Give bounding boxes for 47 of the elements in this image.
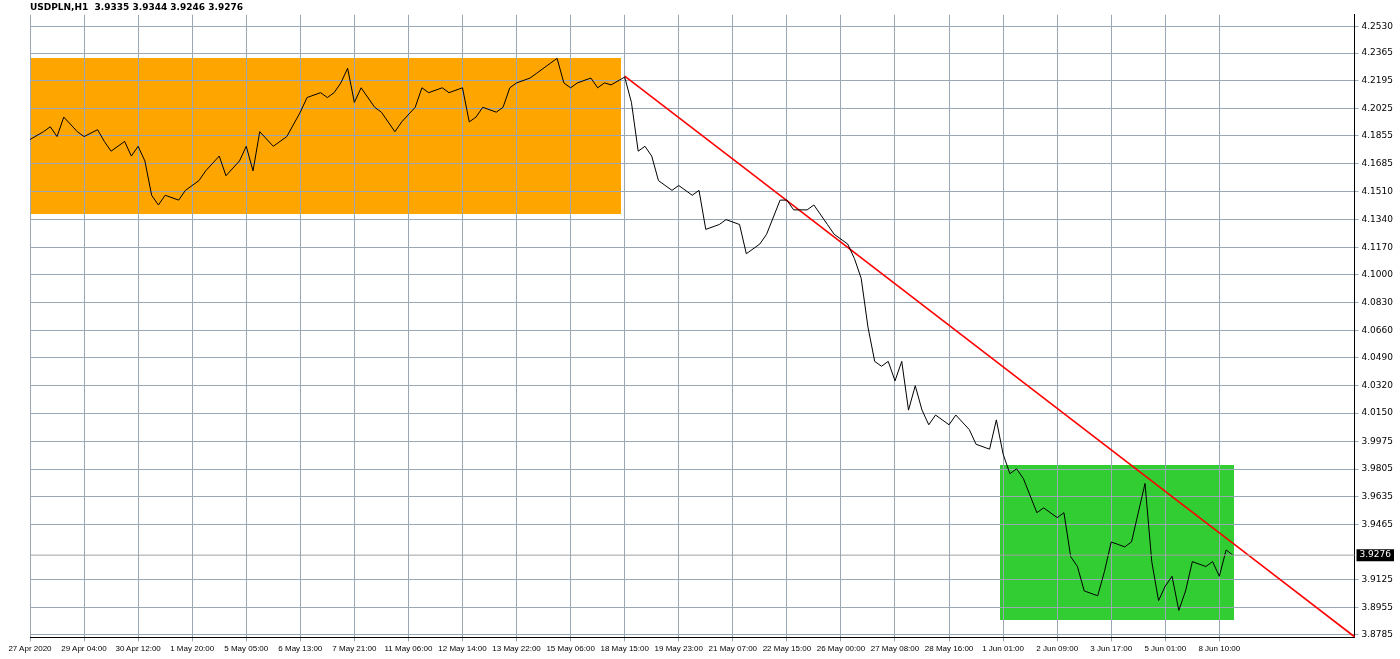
y-tick-label: 3.9805	[1361, 463, 1394, 474]
x-tick-label: 13 May 22:00	[492, 644, 542, 654]
y-tick-label: 4.0150	[1361, 407, 1394, 418]
x-tick-label: 22 May 15:00	[762, 644, 812, 654]
y-tick-label: 4.0660	[1361, 324, 1394, 335]
x-tick-label: 2 Jun 09:00	[1036, 644, 1079, 654]
y-tick-label: 4.2530	[1361, 20, 1394, 31]
x-tick-label: 27 Apr 2020	[8, 644, 53, 654]
y-tick-label: 4.1855	[1361, 130, 1394, 141]
y-tick-label: 4.2025	[1361, 102, 1394, 113]
x-tick-label: 27 May 08:00	[870, 644, 920, 654]
y-tick-label: 4.1340	[1361, 213, 1394, 224]
y-tick-label: 4.2195	[1361, 74, 1394, 85]
y-tick-label: 4.0320	[1361, 379, 1394, 390]
y-tick-label: 3.9465	[1361, 518, 1394, 529]
x-tick-label: 11 May 06:00	[384, 644, 433, 654]
ref-line-label: 3.9276	[1359, 549, 1392, 560]
chart-title: USDPLN,H1 3.9335 3.9344 3.9246 3.9276	[30, 1, 243, 12]
x-tick-label: 6 May 13:00	[278, 644, 323, 654]
y-tick-label: 4.0490	[1361, 352, 1394, 363]
y-tick-label: 4.2365	[1361, 47, 1394, 58]
y-tick-label: 4.1685	[1361, 157, 1394, 168]
x-tick-label: 5 Jun 01:00	[1144, 644, 1187, 654]
y-tick-label: 4.1000	[1361, 269, 1394, 280]
x-tick-label: 15 May 06:00	[546, 644, 596, 654]
y-tick-label: 4.0830	[1361, 296, 1394, 307]
x-tick-label: 12 May 14:00	[438, 644, 488, 654]
y-tick-label: 3.9125	[1361, 574, 1394, 585]
x-tick-label: 1 May 20:00	[170, 644, 215, 654]
x-tick-label: 19 May 23:00	[654, 644, 704, 654]
y-tick-label: 4.1170	[1361, 241, 1394, 252]
x-tick-label: 28 May 16:00	[924, 644, 974, 654]
x-tick-label: 1 Jun 01:00	[982, 644, 1025, 654]
y-tick-label: 3.9975	[1361, 435, 1394, 446]
x-tick-label: 21 May 07:00	[708, 644, 758, 654]
x-tick-label: 30 Apr 12:00	[115, 644, 162, 654]
x-tick-label: 3 Jun 17:00	[1090, 644, 1133, 654]
y-tick-label: 3.9635	[1361, 491, 1394, 502]
y-tick-label: 3.8955	[1361, 601, 1394, 612]
x-tick-label: 18 May 15:00	[600, 644, 650, 654]
x-tick-label: 26 May 00:00	[816, 644, 866, 654]
x-tick-label: 8 Jun 10:00	[1198, 644, 1241, 654]
y-tick-label: 3.8785	[1361, 629, 1394, 640]
x-tick-label: 29 Apr 04:00	[61, 644, 108, 654]
x-tick-label: 5 May 05:00	[224, 644, 269, 654]
y-tick-label: 4.1510	[1361, 186, 1394, 197]
x-tick-label: 7 May 21:00	[332, 644, 377, 654]
